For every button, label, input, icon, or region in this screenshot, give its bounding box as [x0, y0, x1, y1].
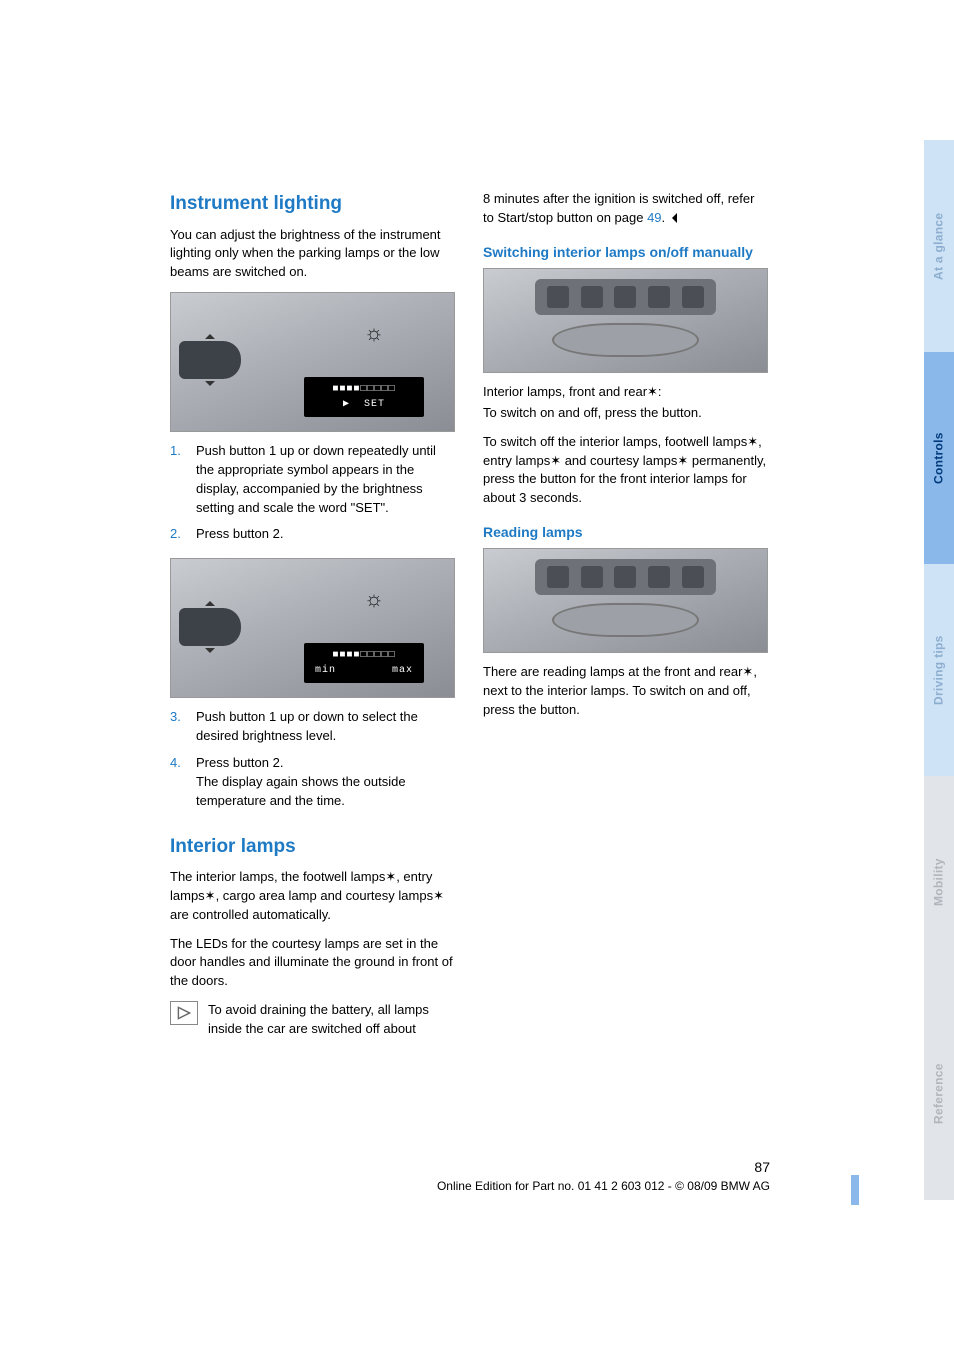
side-tab-strip: At a glance Controls Driving tips Mobili… — [924, 140, 954, 1200]
ceiling-button-icon — [648, 566, 670, 588]
interior-p1: The interior lamps, the footwell lamps✶,… — [170, 868, 455, 925]
ceiling-button-icon — [547, 566, 569, 588]
heading-interior-lamps: Interior lamps — [170, 833, 455, 861]
step-2: 2. Press button 2. — [170, 525, 455, 544]
step-text-extra: The display again shows the outside temp… — [196, 774, 406, 808]
note-triangle-icon — [170, 1001, 198, 1025]
step-text: Press button 2. — [196, 755, 283, 770]
step-text: Press button 2. — [196, 525, 283, 544]
ceiling-button-icon — [547, 286, 569, 308]
step-number: 2. — [170, 525, 186, 544]
minmax-label: min max — [315, 665, 413, 676]
brightness-sun-icon: ☼ — [364, 317, 384, 349]
end-mark-icon — [667, 213, 677, 223]
ceiling-button-row — [535, 559, 716, 595]
stalk-lever-icon — [179, 608, 241, 646]
page-content: Instrument lighting You can adjust the b… — [0, 0, 954, 1049]
ceiling-button-icon — [581, 566, 603, 588]
battery-note: To avoid draining the battery, all lamps… — [170, 1001, 455, 1039]
switch-p2: To switch on and off, press the button. — [483, 404, 768, 423]
instrument-intro-text: You can adjust the brightness of the ins… — [170, 226, 455, 283]
footer-line: Online Edition for Part no. 01 41 2 603 … — [170, 1178, 770, 1195]
ceiling-button-icon — [682, 286, 704, 308]
ceiling-button-icon — [682, 566, 704, 588]
page-marker-bar — [851, 1175, 859, 1205]
step-3: 3. Push button 1 up or down to select th… — [170, 708, 455, 746]
tab-at-a-glance[interactable]: At a glance — [924, 140, 954, 352]
left-column: Instrument lighting You can adjust the b… — [170, 190, 455, 1049]
page-link-49[interactable]: 49 — [647, 210, 661, 225]
ceiling-button-icon — [581, 286, 603, 308]
figure-ceiling-panel-2 — [483, 548, 768, 653]
rearview-mirror-icon — [552, 603, 699, 637]
note-text: To avoid draining the battery, all lamps… — [208, 1001, 455, 1039]
ceiling-button-icon — [614, 286, 636, 308]
brightness-bars: ■■■■□□□□□ — [312, 649, 416, 664]
step-number: 3. — [170, 708, 186, 746]
tab-mobility[interactable]: Mobility — [924, 776, 954, 988]
steps-list-2: 3. Push button 1 up or down to select th… — [170, 708, 455, 810]
page-number: 87 — [170, 1157, 770, 1177]
step-number: 1. — [170, 442, 186, 517]
step-text: Push button 1 up or down to select the d… — [196, 708, 455, 746]
figure-minmax-display: ☼ ■■■■□□□□□ min max — [170, 558, 455, 698]
rearview-mirror-icon — [552, 323, 699, 357]
heading-switching-manual: Switching interior lamps on/off manually — [483, 242, 768, 262]
interior-p2: The LEDs for the courtesy lamps are set … — [170, 935, 455, 992]
right-column: 8 minutes after the ignition is switched… — [483, 190, 768, 1049]
heading-instrument-lighting: Instrument lighting — [170, 190, 455, 218]
ceiling-button-icon — [648, 286, 670, 308]
steps-list-1: 1. Push button 1 up or down repeatedly u… — [170, 442, 455, 544]
ceiling-button-row — [535, 279, 716, 315]
step-number: 4. — [170, 754, 186, 811]
step-4: 4. Press button 2. The display again sho… — [170, 754, 455, 811]
step-text: Push button 1 up or down repeatedly unti… — [196, 442, 455, 517]
ceiling-button-icon — [614, 566, 636, 588]
switch-p1: Interior lamps, front and rear✶: — [483, 383, 768, 402]
page-footer: 87 Online Edition for Part no. 01 41 2 6… — [170, 1157, 770, 1195]
figure-set-display: ☼ ■■■■□□□□□ ▶ SET — [170, 292, 455, 432]
tab-reference[interactable]: Reference — [924, 988, 954, 1200]
switch-p3: To switch off the interior lamps, footwe… — [483, 433, 768, 508]
brightness-sun-icon: ☼ — [364, 583, 384, 615]
figure-ceiling-panel-1 — [483, 268, 768, 373]
brightness-bars: ■■■■□□□□□ — [312, 383, 416, 398]
set-label: ▶ SET — [343, 399, 385, 410]
tab-controls[interactable]: Controls — [924, 352, 954, 564]
tab-driving-tips[interactable]: Driving tips — [924, 564, 954, 776]
reading-p: There are reading lamps at the front and… — [483, 663, 768, 720]
continuation-text: 8 minutes after the ignition is switched… — [483, 190, 768, 228]
step-1: 1. Push button 1 up or down repeatedly u… — [170, 442, 455, 517]
stalk-lever-icon — [179, 341, 241, 379]
heading-reading-lamps: Reading lamps — [483, 522, 768, 542]
